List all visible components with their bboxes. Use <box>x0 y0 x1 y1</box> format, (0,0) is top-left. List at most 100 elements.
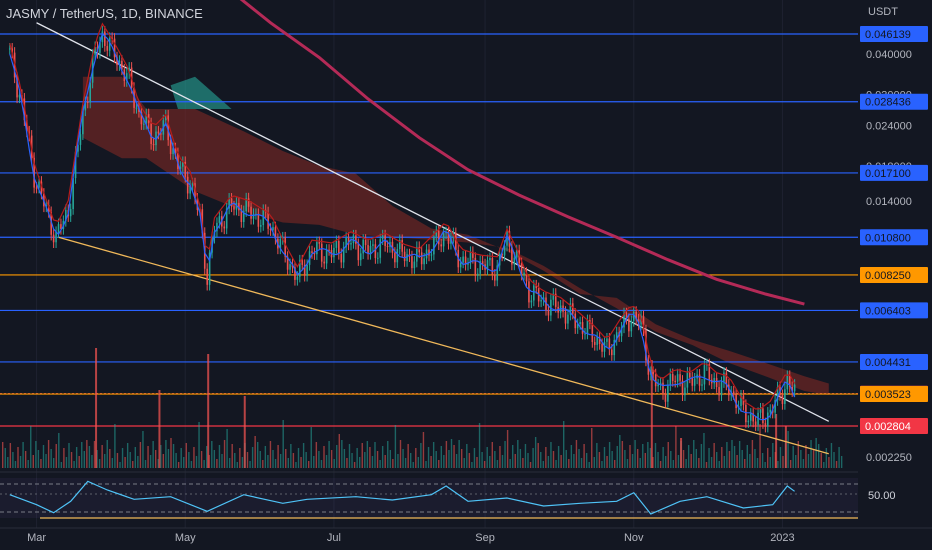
candle-body <box>396 249 399 263</box>
symbol-title[interactable]: JASMY / TetherUS, 1D, BINANCE <box>6 6 203 21</box>
volume-bar <box>68 443 70 468</box>
volume-bar <box>741 450 743 468</box>
volume-bar <box>351 453 353 468</box>
candle-body <box>645 330 647 361</box>
volume-bar <box>450 439 453 468</box>
volume-bar <box>550 442 552 468</box>
candle-body <box>776 387 779 401</box>
volume-bar <box>652 457 654 468</box>
volume-bar <box>208 455 210 468</box>
volume-bar <box>614 460 616 468</box>
volume-bar <box>716 452 718 468</box>
candle-body <box>486 260 489 270</box>
candle-body <box>340 253 343 263</box>
time-tick-label: Sep <box>475 532 495 544</box>
volume-bar <box>486 447 488 468</box>
volume-bar <box>58 433 60 468</box>
volume-bar <box>302 443 305 468</box>
volume-bar <box>152 441 154 468</box>
candle-body <box>359 253 362 261</box>
volume-bar <box>246 452 249 468</box>
candle-body <box>379 239 382 258</box>
volume-bar <box>262 460 264 468</box>
volume-bar <box>519 449 522 468</box>
volume-bar <box>397 454 399 468</box>
candle-body <box>791 386 793 392</box>
candle-body <box>603 341 606 352</box>
price-axis[interactable]: 0.0400000.0300000.0240000.0180000.014000… <box>858 0 932 550</box>
volume-bar <box>45 454 47 468</box>
candle-body <box>152 143 155 146</box>
candle-body <box>786 375 789 390</box>
candle-body <box>579 322 581 325</box>
volume-bar <box>468 453 471 468</box>
candle-body <box>725 372 728 385</box>
candle-body <box>632 311 635 321</box>
volume-bar <box>198 422 200 468</box>
volume-bar <box>619 435 621 468</box>
candle-body <box>676 374 679 382</box>
volume-bar <box>142 431 144 468</box>
price-level-tag <box>860 93 928 110</box>
volume-bar <box>833 452 835 468</box>
volume-bar <box>738 441 741 468</box>
candle-body <box>167 115 169 141</box>
price-level-label: 0.008250 <box>865 270 911 282</box>
volume-bar <box>139 442 142 468</box>
volume-bar <box>624 450 626 468</box>
volume-bar <box>356 448 358 468</box>
candle-body <box>413 261 416 269</box>
candle-body <box>494 274 496 281</box>
candle-body <box>362 239 364 254</box>
volume-bar <box>746 445 748 468</box>
volume-bar <box>343 449 346 468</box>
volume-bar <box>542 461 544 468</box>
volume-bar <box>838 447 840 468</box>
volume-bar <box>512 445 514 468</box>
volume-bar <box>532 448 534 468</box>
candle-body <box>8 48 11 50</box>
candle-body <box>216 222 218 232</box>
candle-body <box>106 46 109 51</box>
volume-bar <box>114 424 116 468</box>
candle-body <box>657 384 659 387</box>
candle-body <box>762 408 764 424</box>
volume-bar <box>440 446 442 468</box>
candle-body <box>233 206 235 210</box>
candle-body <box>164 115 167 121</box>
volume-bar <box>78 456 80 468</box>
candle-body <box>420 252 423 265</box>
volume-bar <box>647 442 649 468</box>
candle-body <box>269 228 272 231</box>
candle-body <box>467 263 469 265</box>
volume-bar <box>346 458 348 468</box>
time-axis[interactable]: Mar May Jul Sep Nov 2023 <box>0 527 932 544</box>
candle-body <box>169 140 172 155</box>
volume-bar <box>91 455 93 468</box>
candle-body <box>296 276 299 280</box>
volume-bar <box>88 446 91 468</box>
candle-body <box>272 227 274 231</box>
candle-body <box>145 114 148 124</box>
volume-bar <box>369 447 371 468</box>
volume-bar <box>81 442 83 468</box>
volume-bar <box>167 449 170 468</box>
volume-bar <box>682 450 685 468</box>
candle-body <box>669 374 672 386</box>
price-level-label: 0.010800 <box>865 232 911 244</box>
volume-bar <box>670 451 672 468</box>
candle-body <box>720 382 723 396</box>
candle-body <box>157 131 160 134</box>
candle-body <box>116 57 118 66</box>
volume-bar <box>761 453 764 468</box>
volume-bar <box>308 461 310 468</box>
candle-body <box>525 272 528 282</box>
volume-bar <box>621 441 624 468</box>
volume-bar <box>598 452 601 468</box>
volume-bar <box>540 452 542 468</box>
candle-body <box>433 236 435 255</box>
candle-body <box>749 413 752 421</box>
volume-bar <box>700 444 703 468</box>
price-tick-label: 0.040000 <box>866 49 912 61</box>
